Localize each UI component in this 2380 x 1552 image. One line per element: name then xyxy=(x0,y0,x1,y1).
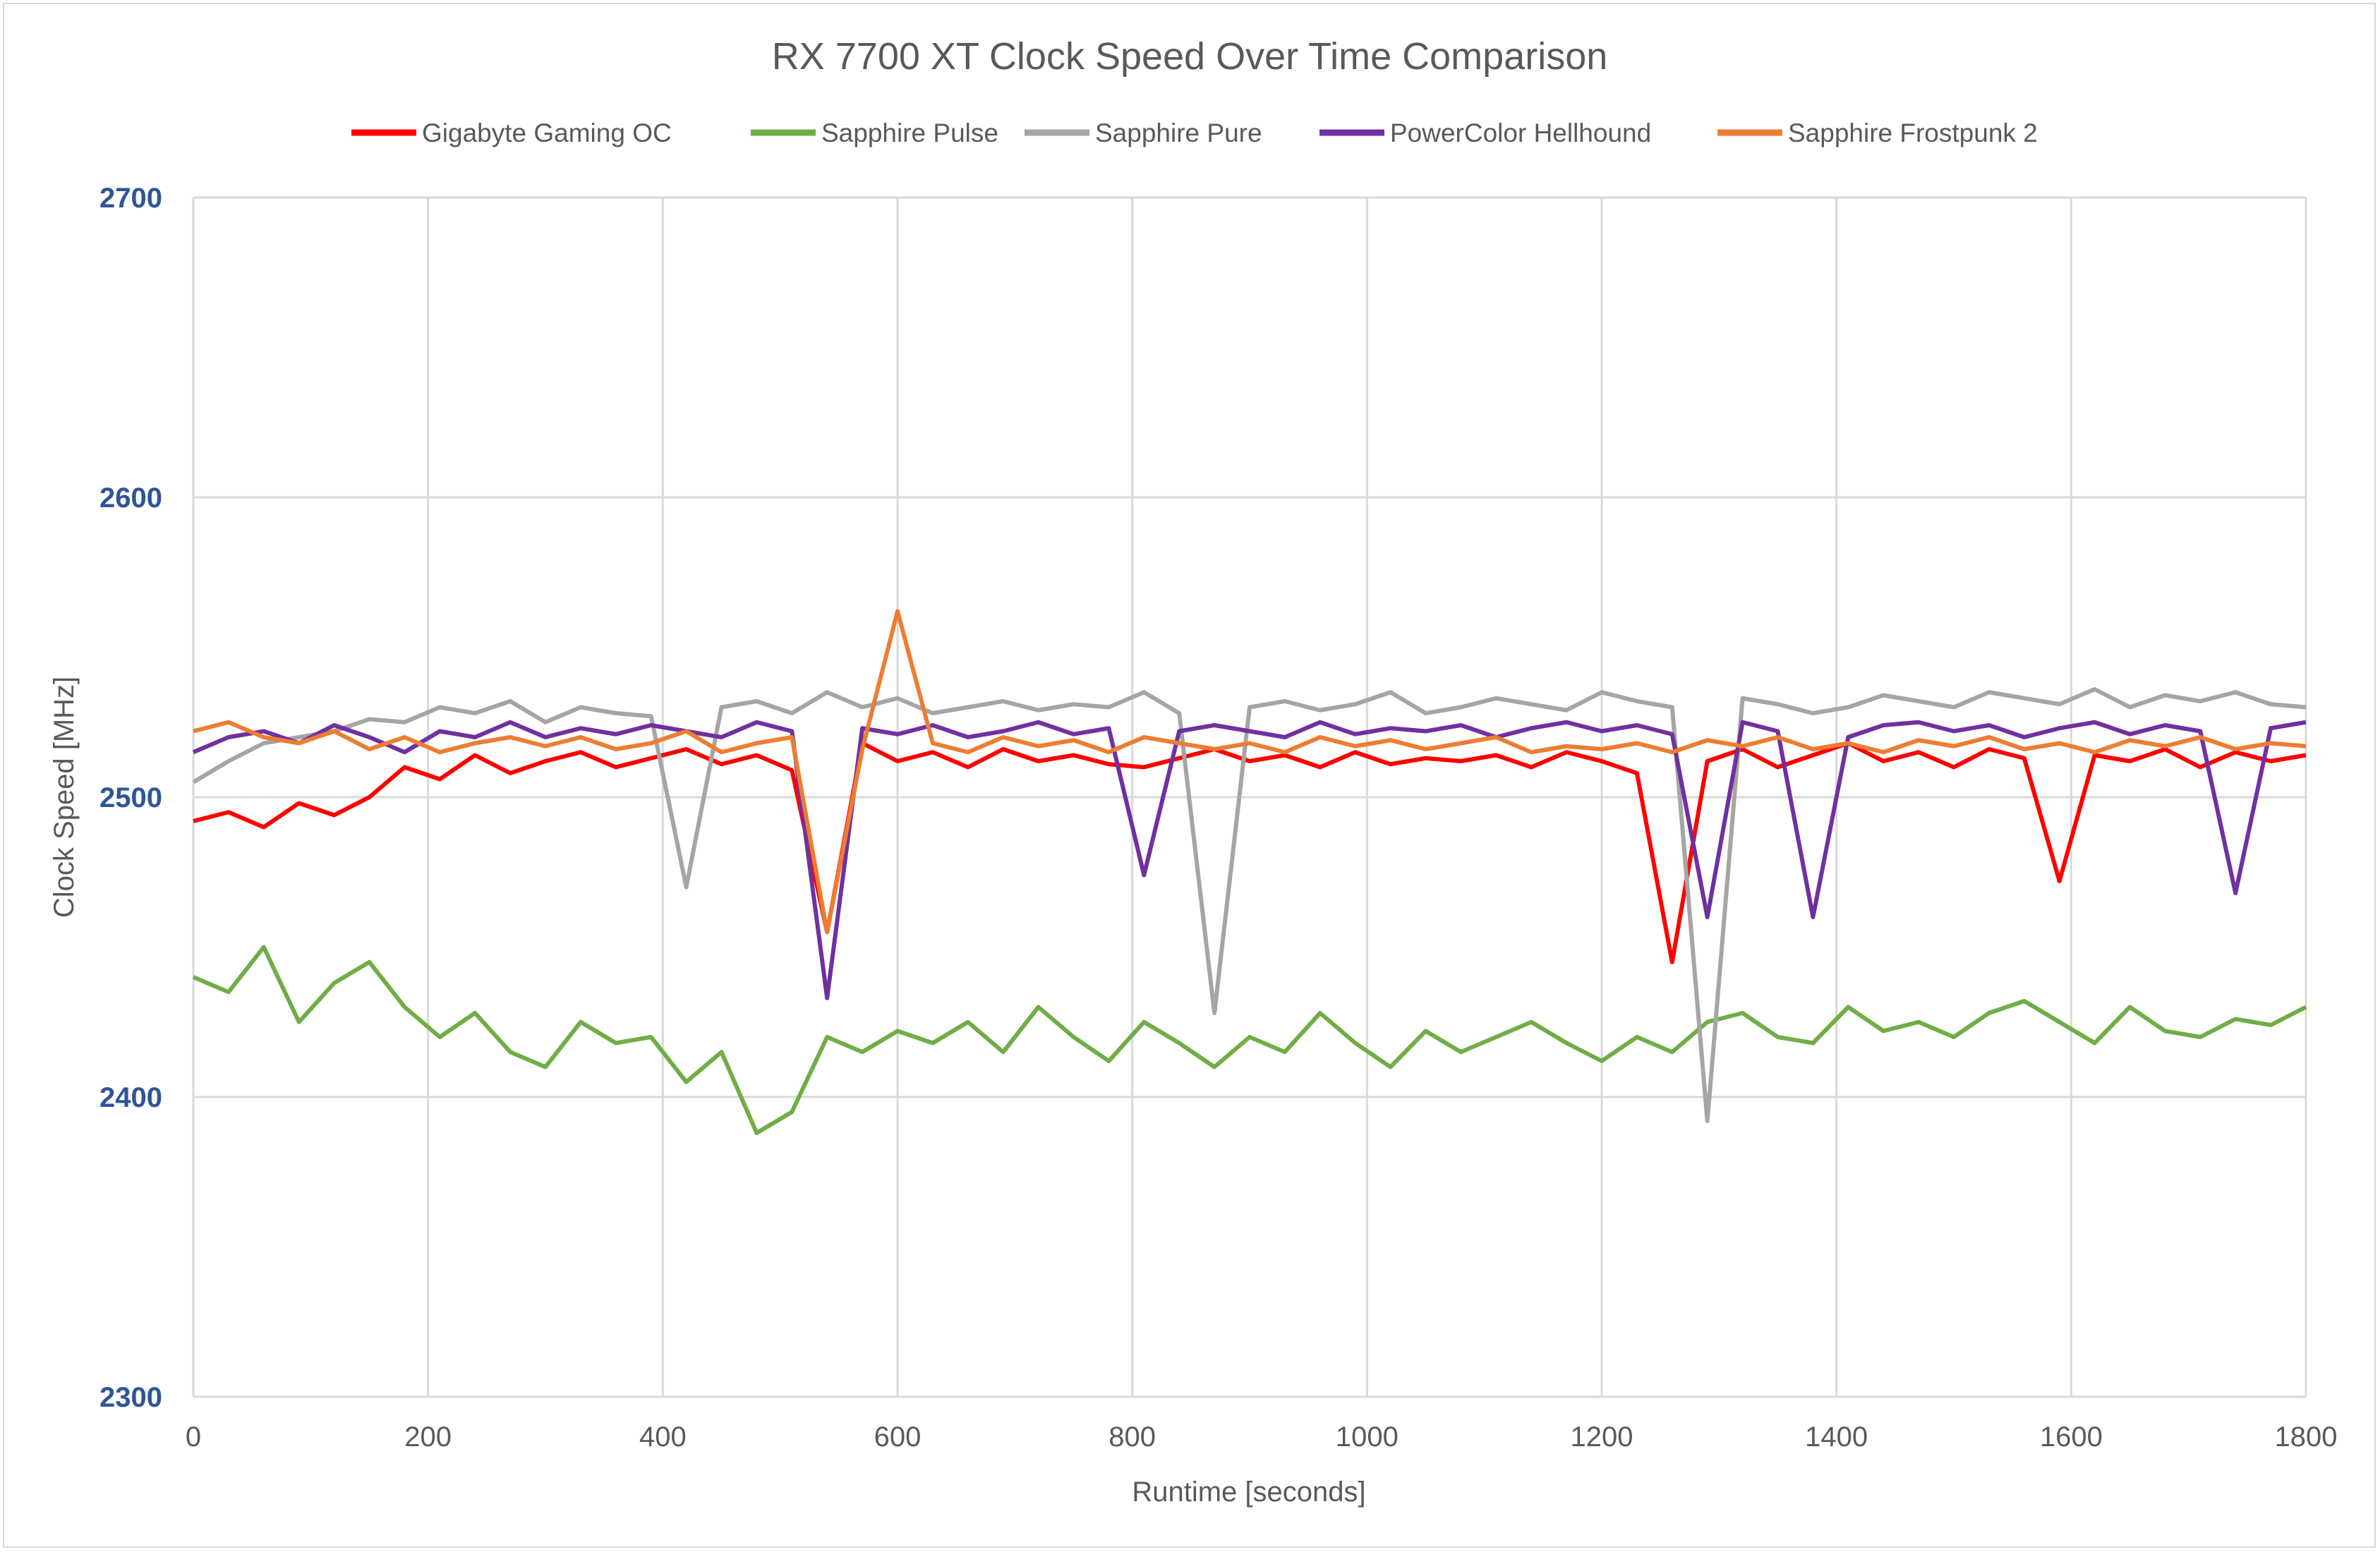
legend-label: Sapphire Pure xyxy=(1095,119,1262,147)
legend-label: Gigabyte Gaming OC xyxy=(422,119,672,147)
y-tick-label: 2700 xyxy=(99,183,162,214)
legend-label: Sapphire Frostpunk 2 xyxy=(1788,119,2038,147)
series-line-gigabyte-gaming-oc xyxy=(193,741,2307,964)
y-axis-label: Clock Speed [MHz] xyxy=(49,677,80,918)
y-tick-labels: 2300 2400 2500 2600 2700 xyxy=(99,183,162,1413)
x-tick-label: 1000 xyxy=(1336,1421,1399,1453)
x-axis-label: Runtime [seconds] xyxy=(1132,1477,1365,1508)
chart-title: RX 7700 XT Clock Speed Over Time Compari… xyxy=(772,35,1608,78)
series-line-sapphire-pure xyxy=(192,687,2307,1123)
y-tick-label: 2600 xyxy=(99,483,162,514)
x-tick-label: 1400 xyxy=(1805,1421,1868,1453)
x-tick-label: 200 xyxy=(404,1421,452,1453)
x-tick-label: 1800 xyxy=(2275,1421,2338,1453)
x-tick-labels: 0 200 400 600 800 1000 1200 1400 1600 1800 xyxy=(186,1421,2338,1453)
legend-label: PowerColor Hellhound xyxy=(1390,119,1651,147)
x-tick-label: 600 xyxy=(874,1421,922,1453)
x-tick-label: 1600 xyxy=(2040,1421,2103,1453)
chart-frame xyxy=(3,3,2376,1548)
y-tick-label: 2300 xyxy=(99,1382,162,1413)
series-line-sapphire-frostpunk-2 xyxy=(193,609,2307,935)
y-tick-label: 2500 xyxy=(99,782,162,813)
gridlines xyxy=(192,196,2307,1398)
y-tick-label: 2400 xyxy=(99,1082,162,1113)
legend: Gigabyte Gaming OC Sapphire Pulse Sapphire… xyxy=(351,119,2038,147)
x-tick-label: 800 xyxy=(1109,1421,1156,1453)
series-line-sapphire-pulse xyxy=(192,945,2307,1135)
legend-label: Sapphire Pulse xyxy=(821,119,998,147)
x-tick-label: 400 xyxy=(639,1421,687,1453)
series-lines xyxy=(192,609,2307,1135)
x-tick-label: 1200 xyxy=(1571,1421,1633,1453)
series-line-powercolor-hellhound xyxy=(192,720,2307,1000)
x-tick-label: 0 xyxy=(186,1421,201,1453)
